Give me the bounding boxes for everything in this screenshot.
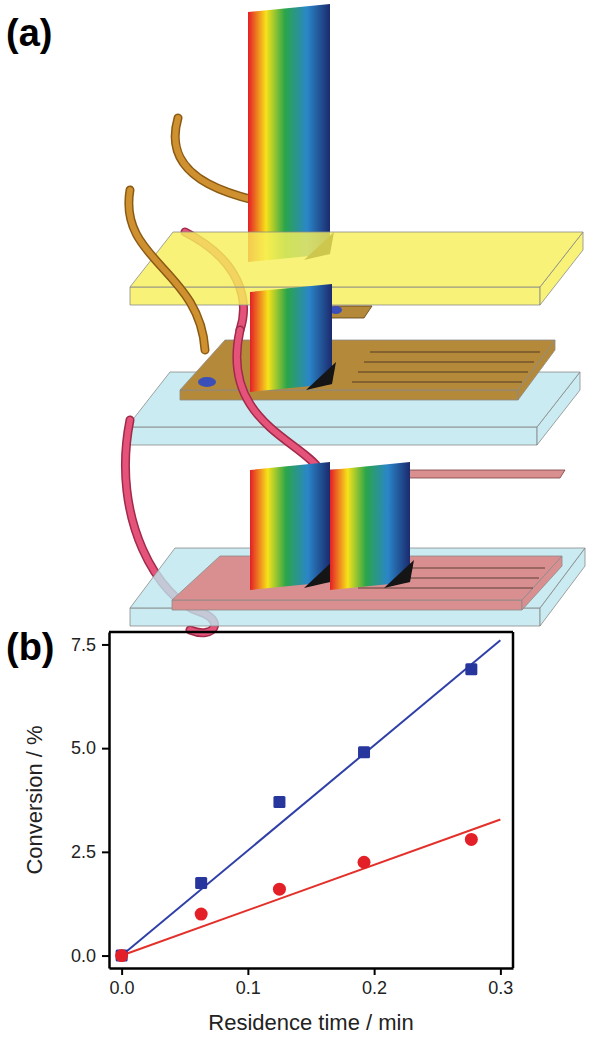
y-axis-tick-label: 2.5 (71, 842, 96, 862)
x-axis-tick-mark (247, 968, 249, 975)
data-point (358, 856, 371, 869)
x-axis-tick: 0.2 (362, 968, 387, 998)
frame (512, 632, 515, 968)
x-axis-tick-mark (500, 968, 502, 975)
x-axis-title: Residence time / min (208, 1010, 413, 1035)
channel (358, 588, 533, 589)
x-axis-tick-label: 0.1 (236, 978, 261, 998)
channel (364, 362, 534, 363)
spectrum-bottom-2-fold (384, 560, 414, 588)
x-axis-line (110, 967, 514, 970)
channel (358, 372, 528, 373)
x-axis-tick: 0.3 (488, 968, 513, 998)
data-point (116, 950, 128, 962)
x-axis-tick-label: 0.3 (488, 978, 513, 998)
data-point (273, 883, 286, 896)
figure-svg: (a) 0.0 0.1 0.2 0.3 0.0 2.5 5.0 7.5 (b) Residence … (0, 0, 589, 1045)
x-axis-tick-mark (121, 968, 123, 975)
tube-pink-2 (237, 330, 320, 470)
data-point (195, 908, 208, 921)
tube-orange-2-outline (129, 190, 205, 350)
spectrum-middle-fold (306, 362, 336, 390)
plate-middle-front (127, 427, 537, 445)
panel-label: (a) (6, 12, 52, 54)
connector (198, 377, 216, 387)
panel-label: (b) (6, 626, 55, 668)
plate-yellow-top (130, 232, 583, 287)
y-axis-tick: 7.5 (71, 635, 109, 655)
electrode-pink-front (172, 600, 522, 610)
x-axis-tick-label: 0.0 (110, 978, 135, 998)
channel (352, 382, 522, 383)
plate-bottom-front (130, 608, 540, 626)
fit-line (122, 640, 501, 955)
y-axis: 0.0 2.5 5.0 7.5 (71, 633, 110, 969)
y-axis-tick: 0.0 (71, 946, 109, 966)
x-axis-tick: 0.0 (110, 968, 135, 998)
x-axis-tick: 0.1 (236, 968, 261, 998)
data-point (195, 877, 207, 889)
tube-pink-2-outline (237, 330, 320, 470)
chart: 0.0 0.1 0.2 0.3 0.0 2.5 5.0 7.5 (71, 632, 514, 998)
channel (370, 352, 540, 353)
x-axis: 0.0 0.1 0.2 0.3 (110, 968, 514, 998)
y-axis-tick-mark (102, 955, 109, 957)
y-axis-tick-mark (102, 851, 109, 853)
fit-line (122, 819, 501, 955)
diagram (125, 4, 585, 633)
data-point (115, 949, 128, 962)
y-axis-tick: 5.0 (71, 738, 109, 758)
data-point (358, 746, 370, 758)
data-point (465, 663, 477, 675)
data-point (465, 833, 478, 846)
figure: (a) 0.0 0.1 0.2 0.3 0.0 2.5 5.0 7.5 (b) Residence … (0, 0, 589, 1045)
tube-orange-2 (129, 190, 205, 350)
electrode-brown-front (180, 390, 518, 400)
spectrum-bottom-2 (330, 462, 410, 590)
y-axis-tick-label: 7.5 (71, 635, 96, 655)
spectrum-bottom-1-fold (304, 560, 334, 588)
y-axis-tick-mark (102, 644, 109, 646)
x-axis-tick-label: 0.2 (362, 978, 387, 998)
spectrum-middle (250, 284, 332, 392)
y-axis-tick: 2.5 (71, 842, 109, 862)
y-axis-tick-mark (102, 748, 109, 750)
y-axis-tick-label: 0.0 (71, 946, 96, 966)
x-axis-tick-mark (374, 968, 376, 975)
y-axis-title: Conversion / % (22, 725, 47, 874)
plot-area (115, 640, 500, 962)
data-point (273, 796, 285, 808)
y-axis-line (108, 633, 111, 969)
y-axis-tick-label: 5.0 (71, 738, 96, 758)
spectrum-top (248, 4, 330, 262)
frame (109, 631, 513, 634)
spectrum-bottom-1 (250, 462, 330, 590)
